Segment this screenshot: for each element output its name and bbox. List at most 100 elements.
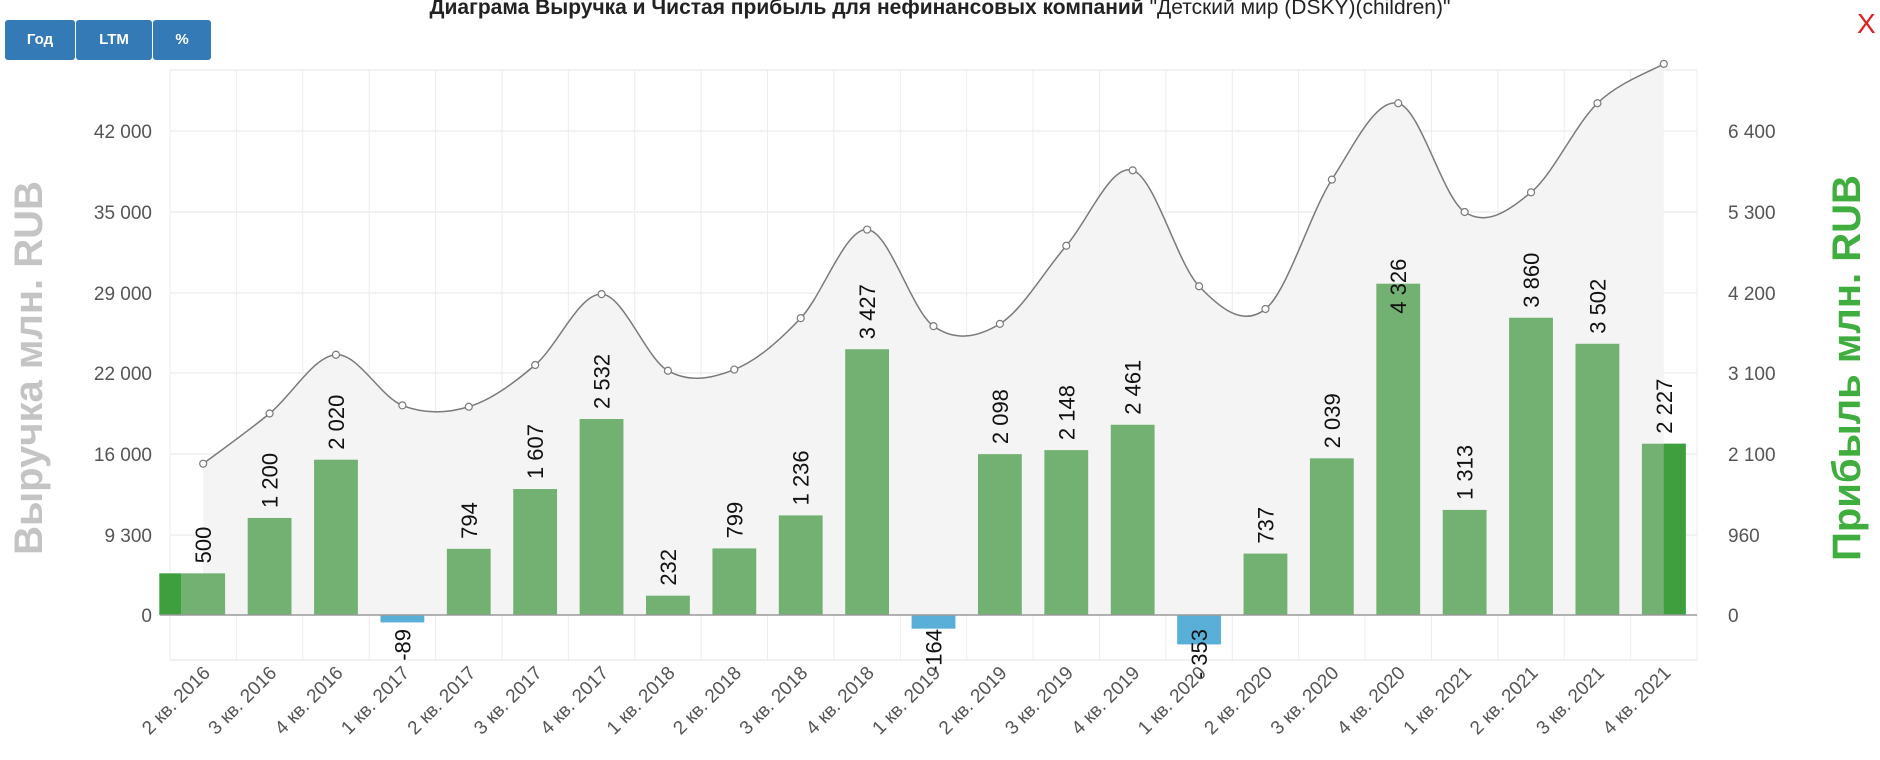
profit-data-label: -164	[922, 629, 947, 673]
revenue-point[interactable]	[398, 401, 407, 410]
revenue-point[interactable]	[1659, 59, 1668, 68]
profit-bar[interactable]	[513, 489, 558, 615]
right-axis-ticks: 0 960 2 100 3 100 4 200 5 300 6 400	[1728, 122, 1776, 627]
revenue-point[interactable]	[265, 409, 274, 418]
profit-bar[interactable]	[646, 595, 690, 615]
profit-bar[interactable]	[1309, 458, 1354, 615]
profit-bar-highlight	[1663, 443, 1686, 615]
profit-bar[interactable]	[1509, 317, 1553, 615]
percent-button[interactable]: %	[153, 20, 211, 60]
left-tick-label: 9 300	[104, 526, 152, 547]
revenue-area	[203, 63, 1664, 615]
profit-data-label: -89	[390, 629, 415, 661]
x-tick-label: 2 кв. 2017	[404, 663, 480, 739]
revenue-point[interactable]	[929, 322, 938, 331]
right-tick-label: 5 300	[1728, 203, 1776, 224]
x-tick-label: 1 кв. 2021	[1400, 663, 1476, 739]
revenue-point[interactable]	[464, 402, 473, 411]
revenue-point[interactable]	[531, 360, 540, 370]
revenue-point[interactable]	[1194, 282, 1204, 291]
revenue-point[interactable]	[1128, 166, 1137, 175]
revenue-point[interactable]	[1261, 304, 1270, 314]
x-tick-label: 3 кв. 2021	[1533, 663, 1609, 739]
profit-bar[interactable]	[1110, 424, 1155, 615]
profit-data-label: 1 313	[1453, 445, 1478, 500]
right-tick-label: 4 200	[1728, 284, 1776, 305]
revenue-point[interactable]	[199, 459, 208, 468]
year-button[interactable]: Год	[5, 20, 75, 60]
profit-bar[interactable]	[1044, 450, 1089, 615]
profit-data-label: 3 860	[1519, 253, 1544, 308]
revenue-point[interactable]	[597, 290, 606, 299]
profit-data-label: 232	[656, 549, 681, 586]
revenue-point[interactable]	[1394, 99, 1403, 108]
revenue-point[interactable]	[863, 225, 872, 234]
profit-bar[interactable]	[845, 349, 890, 615]
profit-data-label: 1 607	[523, 424, 548, 479]
profit-data-label: 794	[457, 502, 482, 539]
profit-bar[interactable]	[712, 548, 757, 615]
profit-bar[interactable]	[181, 573, 226, 615]
ltm-button[interactable]: LTM	[76, 20, 152, 60]
revenue-point[interactable]	[331, 350, 341, 359]
profit-data-label: 1 200	[258, 453, 283, 508]
revenue-point[interactable]	[995, 319, 1004, 328]
profit-data-label: 737	[1253, 507, 1278, 544]
profit-bar[interactable]	[446, 548, 491, 615]
profit-bar[interactable]	[911, 615, 956, 629]
left-tick-label: 22 000	[94, 364, 152, 385]
x-tick-label: 3 кв. 2016	[205, 663, 281, 739]
x-tick-label: 3 кв. 2017	[470, 663, 546, 739]
revenue-point[interactable]	[1062, 241, 1071, 250]
profit-bar[interactable]	[977, 454, 1022, 615]
left-tick-label: 16 000	[94, 445, 152, 466]
period-button-group: Год LTM %	[5, 20, 211, 60]
profit-bar[interactable]	[778, 515, 823, 615]
x-tick-label: 4 кв. 2017	[537, 663, 613, 739]
profit-bar[interactable]	[380, 615, 425, 623]
profit-bars	[159, 283, 1686, 645]
right-tick-label: 3 100	[1728, 364, 1776, 385]
profit-bar[interactable]	[247, 517, 292, 615]
profit-bar[interactable]	[1442, 509, 1487, 615]
x-tick-label: 4 кв. 2021	[1599, 663, 1675, 739]
revenue-point[interactable]	[796, 314, 805, 323]
revenue-point[interactable]	[1460, 207, 1469, 217]
x-tick-label: 1 кв. 2020	[1134, 663, 1210, 739]
close-button[interactable]: X	[1857, 8, 1876, 39]
x-tick-label: 3 кв. 2019	[1001, 663, 1077, 739]
revenue-points	[199, 59, 1668, 468]
revenue-point[interactable]	[663, 366, 673, 375]
profit-data-label: 2 227	[1652, 379, 1677, 434]
revenue-point[interactable]	[730, 365, 739, 374]
revenue-point[interactable]	[1526, 188, 1536, 197]
profit-data-label: 2 039	[1320, 393, 1345, 448]
profit-data-label: 2 461	[1121, 360, 1146, 415]
left-axis-title: Выручка млн. RUB	[7, 181, 51, 555]
profit-data-label: 2 098	[988, 389, 1013, 444]
profit-bar[interactable]	[579, 419, 624, 615]
left-tick-label: 35 000	[94, 203, 152, 224]
profit-bar[interactable]	[1376, 283, 1421, 615]
x-tick-label: 4 кв. 2018	[802, 663, 878, 739]
left-tick-label: 29 000	[94, 284, 152, 305]
right-tick-label: 0	[1728, 606, 1739, 627]
profit-data-label: 2 020	[324, 395, 349, 450]
profit-bar[interactable]	[314, 459, 358, 615]
x-tick-label: 2 кв. 2021	[1466, 663, 1542, 739]
left-axis-ticks: 0 9 300 16 000 22 000 29 000 35 000 42 000	[94, 122, 152, 627]
profit-bar[interactable]	[1177, 615, 1221, 645]
revenue-point[interactable]	[1593, 99, 1602, 108]
profit-data-labels: 500 1 200 2 020 -89 794 1 607 2 532 232 799 1 236…	[191, 253, 1677, 679]
profit-data-label: 1 236	[789, 450, 814, 505]
profit-bar[interactable]	[1575, 343, 1620, 615]
profit-data-label: 3 502	[1585, 279, 1610, 334]
profit-data-label: 799	[722, 502, 747, 539]
left-tick-label: 42 000	[94, 122, 152, 143]
profit-bar[interactable]	[1243, 553, 1288, 615]
x-tick-label: 3 кв. 2020	[1267, 663, 1343, 739]
x-tick-label: 3 кв. 2018	[736, 663, 812, 739]
revenue-point[interactable]	[1327, 175, 1336, 184]
